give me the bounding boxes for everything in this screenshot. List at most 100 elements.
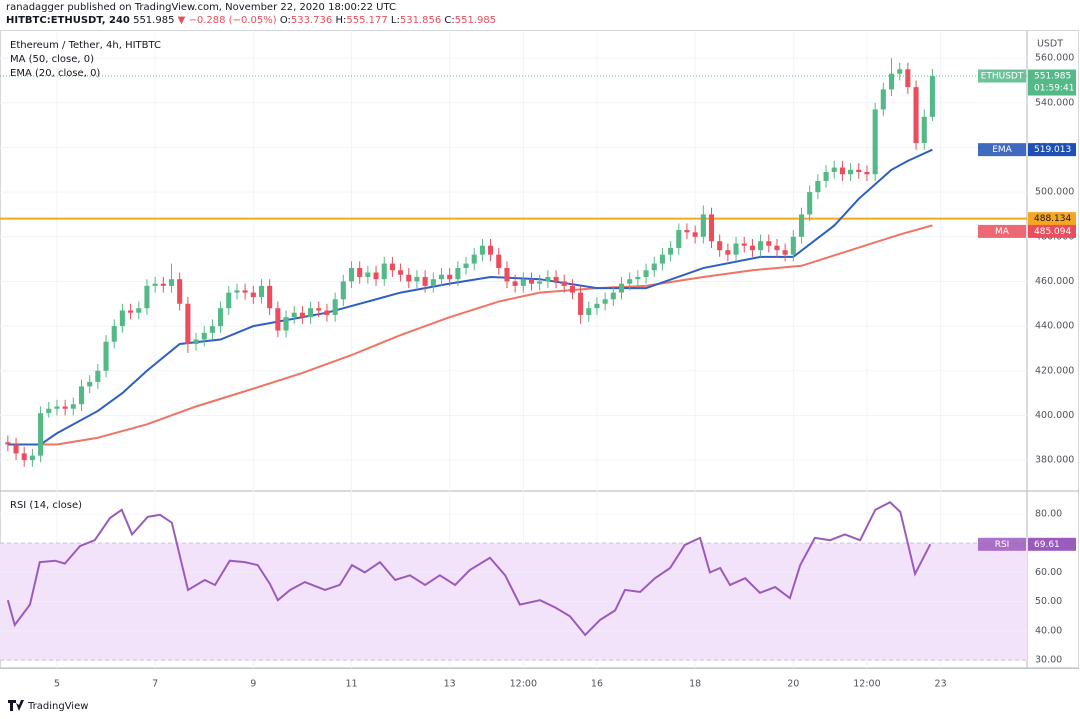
candle-body	[234, 290, 240, 293]
candle-body	[798, 214, 805, 237]
x-tick-label: 16	[591, 679, 603, 690]
candle-body	[864, 172, 870, 175]
candle-body	[136, 308, 142, 313]
candle-body	[283, 317, 289, 331]
candle-body	[888, 73, 895, 90]
candle-body	[504, 268, 510, 282]
candle-body	[324, 310, 330, 315]
rsi-line	[6, 501, 932, 637]
y-tick-label: 40.00	[1035, 625, 1062, 636]
logo-icon	[8, 700, 24, 711]
chart-title: Ethereum / Tether, 4h, HITBTC	[10, 40, 161, 51]
price-badge	[1028, 69, 1076, 96]
candle-body	[578, 292, 584, 315]
candle-body	[725, 250, 731, 255]
candle-body	[569, 285, 575, 293]
change: ▼ −0.288 (−0.05%)	[178, 15, 277, 26]
candle-body	[479, 245, 485, 255]
candle-body	[553, 276, 559, 282]
candle-body	[635, 276, 641, 280]
x-tick-label: 9	[250, 679, 256, 690]
candle-body	[676, 230, 682, 248]
candle-body	[921, 116, 927, 143]
candle-body	[471, 254, 477, 264]
price-badge	[978, 143, 1026, 157]
ohlc-value: 533.736	[291, 15, 332, 26]
candle-body	[185, 303, 191, 344]
candle-body	[348, 268, 355, 282]
candle-body	[13, 444, 19, 454]
candle-body	[226, 292, 232, 309]
candle-body	[684, 230, 690, 233]
y-tick-label: 500.000	[1035, 187, 1074, 198]
unit: USDT	[1037, 39, 1063, 50]
y-tick-label: 80.00	[1035, 508, 1062, 519]
x-tick-label: 12:00	[853, 679, 880, 690]
ohlc-value: 555.177	[346, 15, 387, 26]
price-badge	[978, 537, 1026, 551]
candle-body	[250, 292, 256, 298]
candle-body	[332, 299, 338, 315]
candle-body	[70, 404, 76, 409]
price-badge	[978, 224, 1026, 238]
x-tick-label: 18	[689, 679, 701, 690]
y-tick-label: 400.000	[1035, 410, 1074, 421]
candle-body	[929, 76, 935, 117]
candle-body	[749, 245, 755, 251]
ohlc-label: O:	[280, 15, 291, 26]
candle-body	[78, 386, 85, 405]
candle-body	[602, 299, 608, 304]
candle-body	[54, 406, 60, 409]
badge-name: ETHUSDT	[981, 72, 1024, 82]
candle-body	[38, 413, 44, 456]
candle-body	[774, 245, 780, 251]
last-price: 551.985	[133, 15, 174, 26]
candle-body	[594, 303, 600, 309]
candle-body	[782, 250, 788, 255]
candle-body	[905, 69, 911, 88]
candle-body	[651, 263, 657, 271]
indicator-line	[7, 224, 933, 446]
candle-body	[21, 453, 27, 461]
candle-body	[586, 308, 592, 315]
ohlc-value: 551.985	[455, 15, 496, 26]
candle-body	[87, 381, 93, 387]
y-tick-label: 30.00	[1035, 655, 1062, 666]
candle-body	[193, 339, 199, 344]
candle-body	[610, 292, 616, 300]
candle-body	[209, 326, 215, 333]
candle-body	[160, 283, 166, 286]
y-tick-label: 540.000	[1035, 97, 1074, 108]
candle-body	[29, 455, 35, 461]
candle-body	[218, 308, 224, 327]
footer-logo: TradingView	[8, 700, 88, 712]
x-tick-label: 5	[54, 679, 60, 690]
x-tick-label: 13	[444, 679, 456, 690]
candle-body	[733, 243, 739, 255]
badge-name: MA	[995, 227, 1010, 237]
candle-body	[823, 172, 829, 181]
candle-body	[144, 285, 150, 309]
candle-body	[839, 167, 845, 175]
candle-body	[848, 169, 854, 175]
symbol-line: HITBTC:ETHUSDT, 240 551.985 ▼ −0.288 (−0…	[6, 15, 496, 26]
candle-body	[308, 308, 314, 318]
candle-body	[430, 279, 436, 286]
candle-body	[627, 279, 633, 284]
candle-body	[913, 87, 919, 143]
candle-body	[512, 281, 518, 286]
badge-value: 519.013	[1034, 145, 1071, 155]
plot	[0, 32, 1027, 668]
badge-name: EMA	[992, 145, 1012, 155]
x-tick-label: 11	[345, 679, 357, 690]
ohlc-value: 531.856	[400, 15, 441, 26]
x-tick-label: 7	[152, 679, 158, 690]
candle-body	[340, 281, 346, 300]
candle-body	[700, 214, 706, 237]
candle-body	[111, 326, 117, 342]
candle-body	[545, 276, 551, 282]
candle-body	[357, 268, 363, 277]
candle-body	[414, 276, 420, 282]
candle-body	[741, 243, 747, 246]
candle-body	[119, 310, 125, 327]
